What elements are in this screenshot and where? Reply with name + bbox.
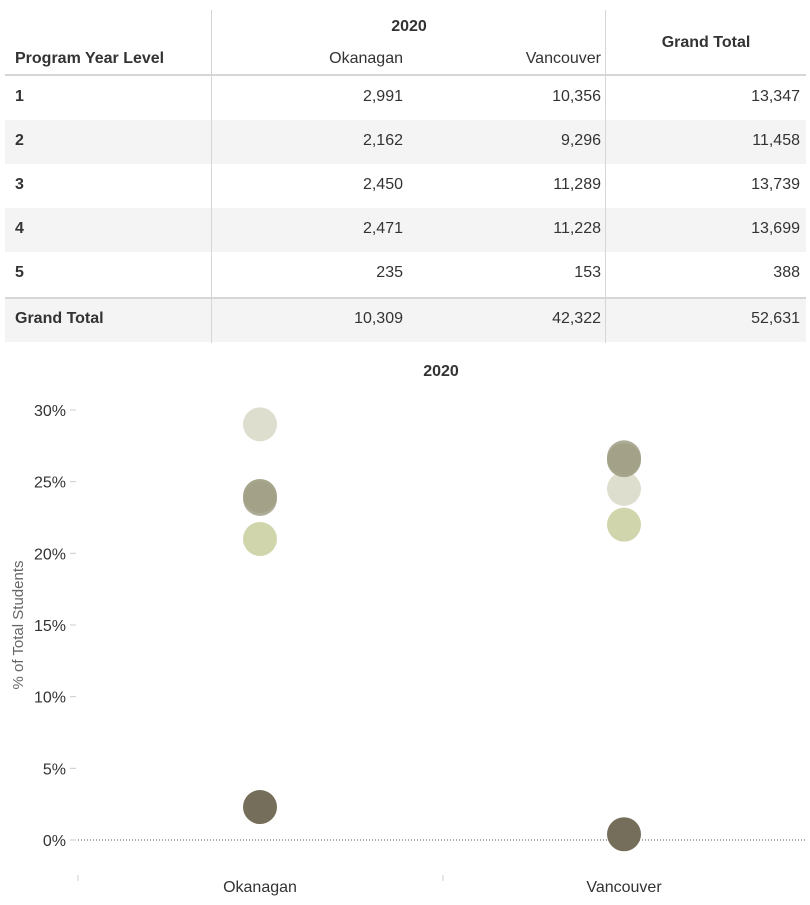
point-level-2-okanagan [243,522,277,556]
chart-title: 2020 [423,363,459,380]
chart-canvas: 2020 % of Total Students 0% 5% 10% 15% 20% 25% 3… [10,363,805,896]
cell-okanagan: 2,162 [362,132,403,149]
scatter-chart: 2020 % of Total Students 0% 5% 10% 15% 20% 25% 3… [0,350,810,905]
table-row-band [5,120,806,164]
cell-vancouver: 153 [574,264,601,281]
cell-total: 13,739 [751,176,800,193]
point-level-2-vancouver [607,507,641,542]
y-tick-label: 25% [34,475,66,492]
table-row-band [5,252,806,296]
x-tick-label: Vancouver [586,879,662,896]
table-row-band [5,76,806,120]
x-tick-label: Okanagan [223,879,297,896]
point-level-4-vancouver [607,443,641,478]
column-header-vancouver: Vancouver [525,50,601,67]
point-level-1-vancouver [607,471,641,506]
grand-total-header: Grand Total [661,34,751,51]
table-row-band [5,164,806,208]
y-tick-label: 30% [34,403,66,420]
column-divider [211,10,212,343]
y-tick-label: 10% [34,690,66,707]
cell-okanagan: 2,991 [362,88,403,105]
y-axis-label: % of Total Students [10,561,27,690]
point-level-4-okanagan [243,479,277,513]
point-level-5-okanagan [243,790,277,825]
column-header-okanagan: Okanagan [329,50,403,67]
grand-total-okanagan: 10,309 [354,310,403,327]
cell-total: 11,458 [752,132,800,149]
cell-okanagan: 235 [376,264,403,281]
point-level-5-vancouver [607,817,641,852]
cell-total: 13,699 [751,220,800,237]
row-label: 4 [15,220,24,237]
grand-total-all: 52,631 [751,310,800,327]
cell-total: 388 [773,264,800,281]
cell-okanagan: 2,450 [362,176,403,193]
y-tick-label: 0% [43,833,66,850]
grand-total-vancouver: 42,322 [552,310,601,327]
y-tick-label: 20% [34,546,66,563]
point-level-1-okanagan [243,407,277,442]
row-header: Program Year Level [15,50,165,67]
row-label: 1 [15,88,24,105]
cell-okanagan: 2,471 [362,220,403,237]
cell-vancouver: 9,296 [560,132,601,149]
cell-total: 13,347 [751,88,800,105]
total-divider [5,297,806,299]
grand-total-label: Grand Total [15,310,104,327]
y-tick-label: 5% [43,761,66,778]
header-divider [5,74,806,76]
column-divider [605,10,606,343]
cell-vancouver: 11,289 [553,176,601,193]
row-label: 5 [15,264,24,281]
row-label: 3 [15,176,24,193]
table-row-band [5,298,806,342]
cell-vancouver: 11,228 [553,220,601,237]
year-header: 2020 [391,18,427,35]
y-tick-label: 15% [34,618,66,635]
cell-vancouver: 10,356 [552,88,601,105]
table-row-band [5,208,806,252]
row-label: 2 [15,132,24,149]
